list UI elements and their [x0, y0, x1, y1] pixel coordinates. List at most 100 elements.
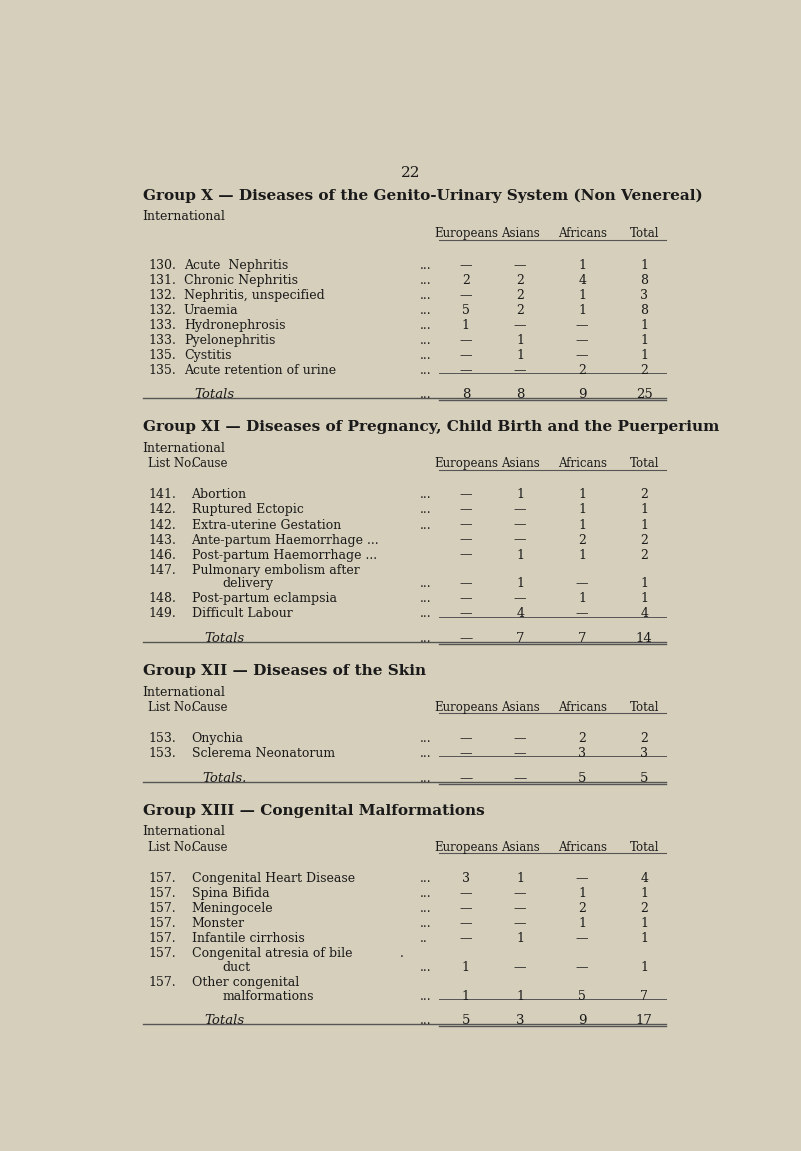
- Text: —: —: [576, 932, 589, 945]
- Text: 1: 1: [578, 593, 586, 605]
- Text: 2: 2: [462, 274, 470, 287]
- Text: —: —: [460, 932, 472, 945]
- Text: 1: 1: [462, 990, 470, 1003]
- Text: 22: 22: [400, 166, 421, 180]
- Text: ...: ...: [420, 503, 431, 517]
- Text: ...: ...: [420, 304, 431, 317]
- Text: 1: 1: [578, 503, 586, 517]
- Text: ...: ...: [420, 578, 431, 590]
- Text: 1: 1: [462, 319, 470, 331]
- Text: —: —: [459, 632, 473, 645]
- Text: 1: 1: [640, 961, 648, 974]
- Text: Cause: Cause: [191, 701, 228, 714]
- Text: 2: 2: [578, 534, 586, 547]
- Text: 130.: 130.: [148, 259, 176, 272]
- Text: Total: Total: [630, 228, 659, 241]
- Text: 2: 2: [516, 274, 524, 287]
- Text: List No.: List No.: [148, 840, 195, 854]
- Text: Europeans: Europeans: [434, 701, 498, 714]
- Text: 2: 2: [640, 549, 648, 562]
- Text: 3: 3: [640, 289, 648, 302]
- Text: ...: ...: [420, 364, 431, 376]
- Text: —: —: [460, 902, 472, 915]
- Text: Pyelonephritis: Pyelonephritis: [183, 334, 276, 346]
- Text: —: —: [514, 364, 526, 376]
- Text: 1: 1: [516, 578, 524, 590]
- Text: ...: ...: [420, 289, 431, 302]
- Text: ...: ...: [420, 334, 431, 346]
- Text: 157.: 157.: [148, 932, 175, 945]
- Text: 3: 3: [640, 747, 648, 760]
- Text: 5: 5: [462, 304, 470, 317]
- Text: Hydronephrosis: Hydronephrosis: [183, 319, 285, 331]
- Text: Cystitis: Cystitis: [183, 349, 231, 361]
- Text: 4: 4: [640, 872, 648, 885]
- Text: Asians: Asians: [501, 840, 540, 854]
- Text: —: —: [460, 534, 472, 547]
- Text: ...: ...: [420, 632, 431, 645]
- Text: Infantile cirrhosis: Infantile cirrhosis: [191, 932, 304, 945]
- Text: Europeans: Europeans: [434, 228, 498, 241]
- Text: —: —: [576, 349, 589, 361]
- Text: 1: 1: [578, 887, 586, 900]
- Text: Group XIII — Congenital Malformations: Group XIII — Congenital Malformations: [143, 803, 485, 817]
- Text: duct: duct: [223, 961, 251, 974]
- Text: 3: 3: [578, 747, 586, 760]
- Text: —: —: [460, 608, 472, 620]
- Text: International: International: [143, 211, 226, 223]
- Text: ...: ...: [420, 1014, 431, 1028]
- Text: —: —: [460, 917, 472, 930]
- Text: ...: ...: [420, 518, 431, 532]
- Text: 1: 1: [640, 503, 648, 517]
- Text: —: —: [460, 503, 472, 517]
- Text: 5: 5: [578, 990, 586, 1003]
- Text: 157.: 157.: [148, 872, 175, 885]
- Text: ...: ...: [420, 887, 431, 900]
- Text: 153.: 153.: [148, 732, 176, 745]
- Text: 7: 7: [578, 632, 586, 645]
- Text: 4: 4: [578, 274, 586, 287]
- Text: 2: 2: [640, 534, 648, 547]
- Text: 157.: 157.: [148, 976, 175, 989]
- Text: 4: 4: [516, 608, 524, 620]
- Text: Asians: Asians: [501, 701, 540, 714]
- Text: —: —: [460, 747, 472, 760]
- Text: 147.: 147.: [148, 564, 176, 577]
- Text: 157.: 157.: [148, 947, 175, 960]
- Text: ...: ...: [420, 349, 431, 361]
- Text: ...: ...: [420, 747, 431, 760]
- Text: ...: ...: [420, 593, 431, 605]
- Text: 1: 1: [578, 304, 586, 317]
- Text: Group XII — Diseases of the Skin: Group XII — Diseases of the Skin: [143, 664, 426, 678]
- Text: 143.: 143.: [148, 534, 176, 547]
- Text: 1: 1: [516, 549, 524, 562]
- Text: Spina Bifida: Spina Bifida: [191, 887, 269, 900]
- Text: Asians: Asians: [501, 457, 540, 471]
- Text: 148.: 148.: [148, 593, 176, 605]
- Text: ...: ...: [420, 917, 431, 930]
- Text: 7: 7: [516, 632, 525, 645]
- Text: Total: Total: [630, 457, 659, 471]
- Text: Totals: Totals: [204, 1014, 244, 1028]
- Text: —: —: [576, 872, 589, 885]
- Text: 149.: 149.: [148, 608, 176, 620]
- Text: 5: 5: [640, 772, 648, 785]
- Text: 131.: 131.: [148, 274, 176, 287]
- Text: Group X — Diseases of the Genito-Urinary System (Non Venereal): Group X — Diseases of the Genito-Urinary…: [143, 189, 702, 204]
- Text: 2: 2: [640, 364, 648, 376]
- Text: Totals.: Totals.: [202, 772, 247, 785]
- Text: 2: 2: [640, 902, 648, 915]
- Text: ...: ...: [420, 608, 431, 620]
- Text: Sclerema Neonatorum: Sclerema Neonatorum: [191, 747, 335, 760]
- Text: Meningocele: Meningocele: [191, 902, 273, 915]
- Text: 1: 1: [578, 917, 586, 930]
- Text: 1: 1: [640, 259, 648, 272]
- Text: 5: 5: [461, 1014, 470, 1028]
- Text: 1: 1: [578, 518, 586, 532]
- Text: 1: 1: [516, 990, 524, 1003]
- Text: List No.: List No.: [148, 457, 195, 471]
- Text: Africans: Africans: [557, 840, 606, 854]
- Text: Chronic Nephritis: Chronic Nephritis: [183, 274, 298, 287]
- Text: —: —: [460, 334, 472, 346]
- Text: 8: 8: [640, 274, 648, 287]
